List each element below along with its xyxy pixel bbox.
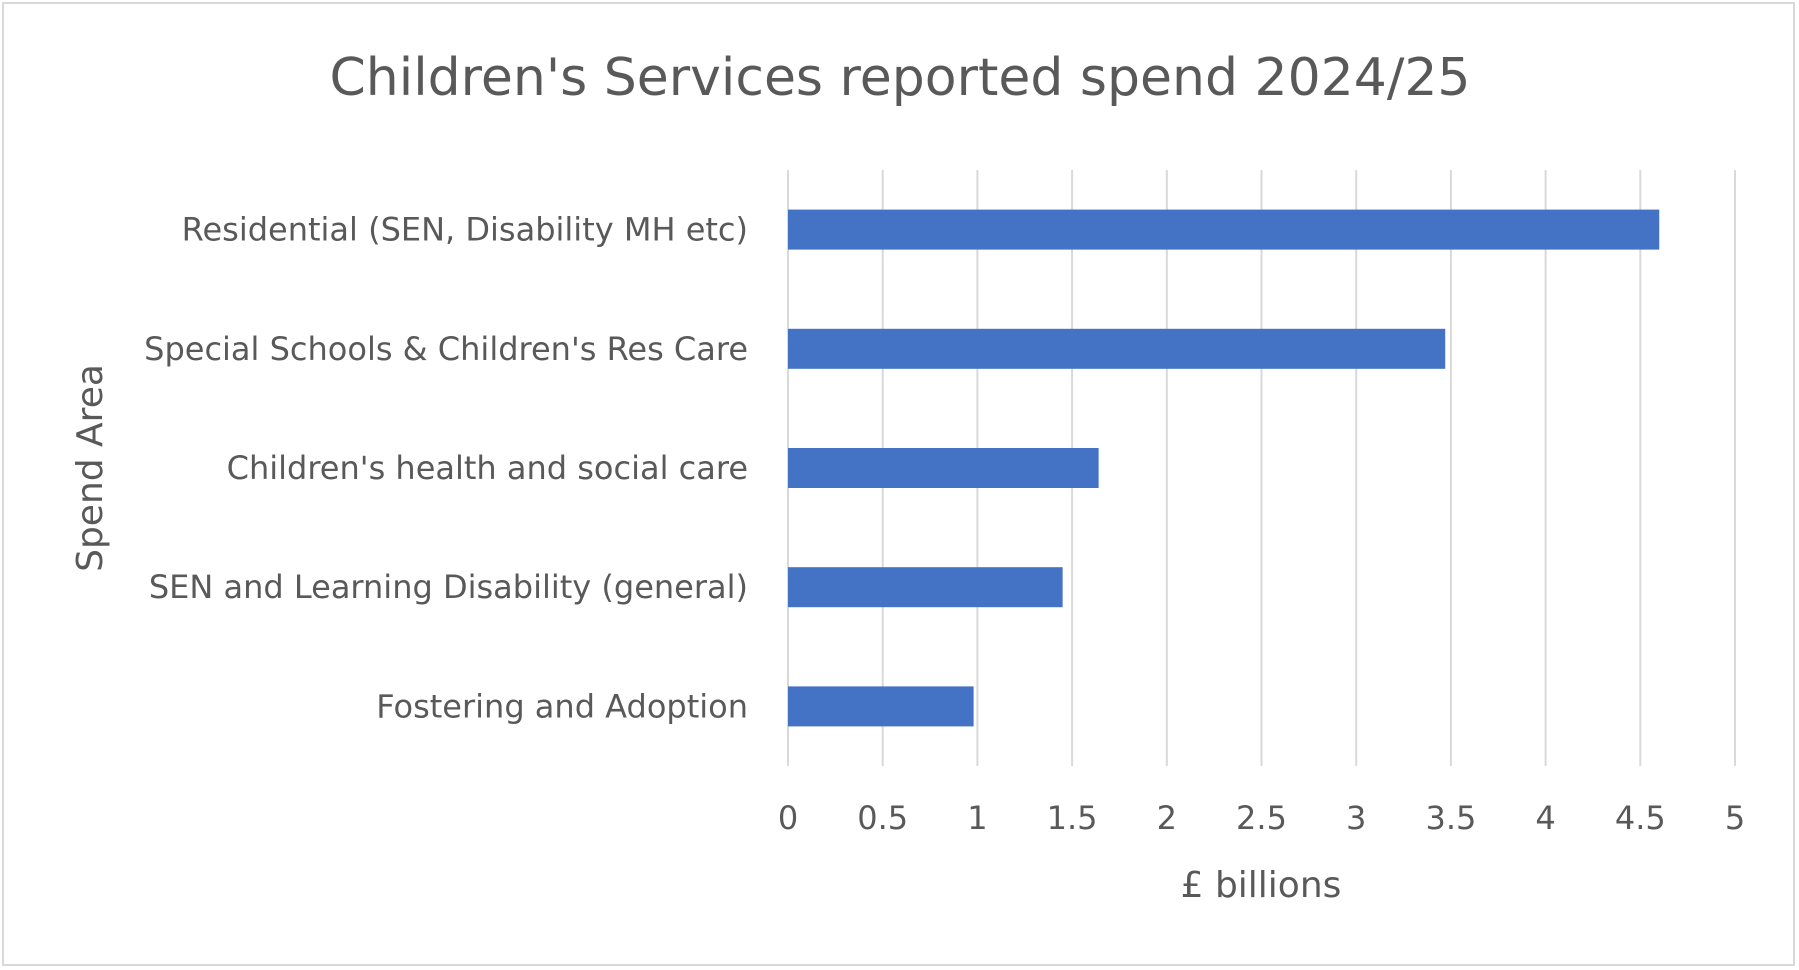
category-label: Residential (SEN, Disability MH etc)	[182, 211, 748, 249]
bars	[788, 209, 1660, 727]
gridlines	[787, 170, 1736, 766]
x-tick-label: 2	[1157, 799, 1177, 837]
x-tick-label: 3.5	[1425, 799, 1476, 837]
x-tick-label: 0.5	[857, 799, 908, 837]
category-label: Fostering and Adoption	[376, 687, 748, 725]
bar	[788, 328, 1446, 369]
x-tick-label: 4.5	[1615, 799, 1666, 837]
x-tick-label: 4	[1535, 799, 1555, 837]
bar	[788, 448, 1099, 488]
y-axis-title: Spend Area	[70, 364, 111, 572]
category-labels: Residential (SEN, Disability MH etc) Spec…	[144, 211, 748, 726]
bar	[788, 209, 1660, 250]
x-tick-labels: 0 0.5 1 1.5 2 2.5 3 3.5 4 4.5 5	[778, 799, 1745, 837]
bar	[788, 686, 974, 727]
chart-title: Children's Services reported spend 2024/…	[329, 48, 1470, 108]
x-tick-label: 1.5	[1047, 799, 1098, 837]
bar	[788, 567, 1063, 608]
x-tick-label: 1	[967, 799, 987, 837]
category-label: Special Schools & Children's Res Care	[144, 330, 748, 368]
x-tick-label: 0	[778, 799, 798, 837]
category-label: SEN and Learning Disability (general)	[149, 568, 748, 606]
x-axis-title: £ billions	[1181, 865, 1342, 906]
x-tick-label: 3	[1346, 799, 1366, 837]
x-tick-label: 2.5	[1236, 799, 1287, 837]
x-tick-label: 5	[1725, 799, 1745, 837]
category-label: Children's health and social care	[227, 449, 748, 487]
